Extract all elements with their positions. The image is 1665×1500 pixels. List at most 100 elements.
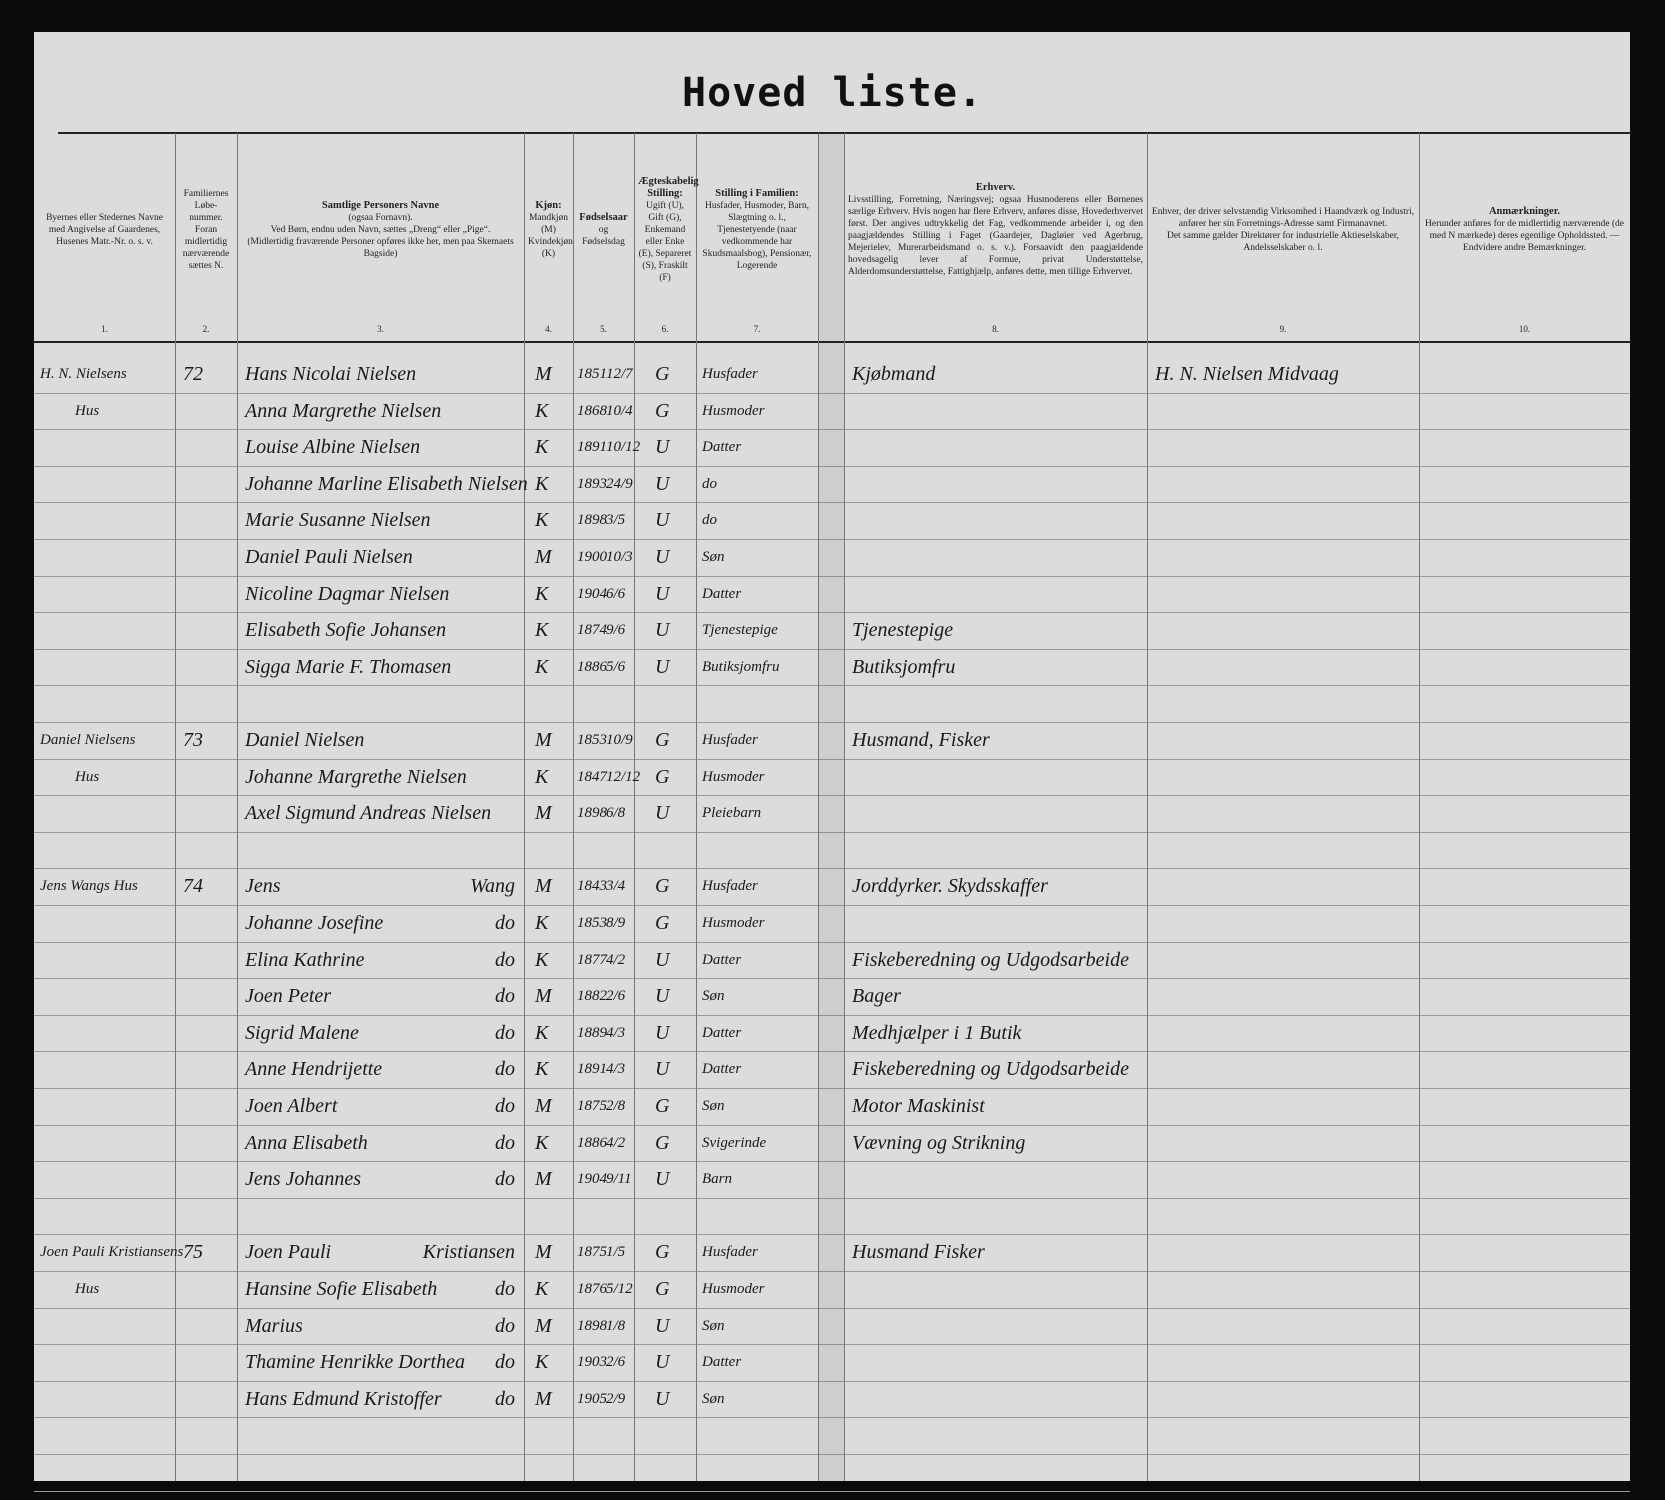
family-position: Husmoder xyxy=(702,402,765,419)
sex: M xyxy=(535,546,552,568)
marital-status: U xyxy=(655,582,670,605)
column-header: Erhverv. Livsstilling, Forretning, Næring… xyxy=(844,140,1147,320)
person-surname: do xyxy=(495,1168,515,1191)
birth-date: 8/9 xyxy=(606,915,626,931)
sex: M xyxy=(535,1168,552,1191)
person-surname: Kristiansen xyxy=(422,1241,515,1264)
family-position: Husmoder xyxy=(702,915,765,931)
sex: M xyxy=(535,802,552,825)
sex: K xyxy=(535,1351,549,1374)
place: Joen Pauli Kristiansens xyxy=(40,1244,184,1261)
person-name: Axel Sigmund Andreas Nielsen xyxy=(245,802,492,825)
place: Daniel Nielsens xyxy=(40,732,136,748)
column-header: Kjøn: Mandkjøn (M) Kvindekjøn (K) xyxy=(524,140,573,320)
marital-status: U xyxy=(655,985,670,1008)
birth-date: 2/8 xyxy=(606,1098,626,1114)
person-surname: do xyxy=(495,1351,515,1374)
marital-status: U xyxy=(655,509,670,532)
column-header: Samtlige Personers Navne (ogsaa Fornavn).… xyxy=(237,140,524,320)
row-line xyxy=(34,429,1630,430)
person-name: Hans Edmund Kristoffer xyxy=(245,1387,442,1410)
family-position: Datter xyxy=(702,1354,742,1371)
row-line xyxy=(34,649,1630,650)
family-position: Husmoder xyxy=(702,768,765,785)
person-surname: do xyxy=(495,1095,515,1117)
family-position: Svigerinde xyxy=(702,1134,767,1151)
birth-year: 1847 xyxy=(577,768,607,785)
person-surname: do xyxy=(495,985,515,1008)
birth-year: 1876 xyxy=(577,1281,607,1297)
family-position: Søn xyxy=(702,1098,725,1114)
row-line xyxy=(34,393,1630,394)
birth-date: 4/3 xyxy=(606,1061,626,1078)
paper-sheet xyxy=(34,32,1630,1481)
sex: K xyxy=(535,765,549,788)
family-position: Husfader xyxy=(702,878,758,895)
column-line xyxy=(696,133,697,1481)
occupation: Medhjælper i 1 Butik xyxy=(852,1021,1022,1044)
row-line xyxy=(34,1198,1630,1199)
person-name: Johanne Margrethe Nielsen xyxy=(245,765,467,788)
birth-date: 10/4 xyxy=(606,402,633,419)
column-text: Ugift (U), Gift (G), Enkemand eller Enke… xyxy=(638,201,692,283)
family-position: do xyxy=(702,512,717,529)
family-position: Datter xyxy=(702,1024,742,1041)
column-text: (Midlertidig fraværende Personer opføres… xyxy=(247,237,514,259)
person-name: Hansine Sofie Elisabeth xyxy=(245,1278,438,1300)
person-surname: Wang xyxy=(470,875,515,898)
column-header: Familiernes Løbe-nummer. Foran midlertidi… xyxy=(175,140,237,320)
family-position: Husfader xyxy=(702,366,758,382)
family-position: Søn xyxy=(702,1390,725,1407)
column-number: 2. xyxy=(202,324,210,334)
person-name: Johanne Josefine xyxy=(245,912,384,934)
column-line xyxy=(844,133,845,1481)
header-rule xyxy=(34,341,1630,343)
marital-status: U xyxy=(655,1058,670,1081)
family-position: Butiksjomfru xyxy=(702,658,780,675)
column-text: Familiernes Løbe-nummer. xyxy=(183,189,229,223)
column-heading: Stilling i Familien: xyxy=(715,188,799,199)
sex: M xyxy=(535,1387,552,1410)
row-line xyxy=(34,502,1630,503)
column-line xyxy=(818,133,819,1481)
row-line xyxy=(34,1271,1630,1272)
column-heading: Ægteskabelig Stilling: xyxy=(638,176,699,199)
marital-status: U xyxy=(655,1351,670,1374)
birth-date: 10/3 xyxy=(606,549,633,565)
sex: M xyxy=(535,1241,552,1264)
family-number: 74 xyxy=(183,875,203,898)
person-surname: do xyxy=(495,912,515,934)
row-line xyxy=(34,759,1630,760)
marital-status: U xyxy=(655,546,670,568)
birth-date: 9/6 xyxy=(606,622,626,639)
person-name: Marie Susanne Nielsen xyxy=(245,509,431,532)
birth-date: 12/12 xyxy=(606,768,641,785)
place: Hus xyxy=(75,1281,100,1297)
sex: K xyxy=(535,472,549,495)
person-name: Daniel Nielsen xyxy=(245,729,365,751)
family-number: 73 xyxy=(183,729,203,751)
row-line xyxy=(34,576,1630,577)
column-line xyxy=(1419,133,1420,1481)
birth-date: 4/2 xyxy=(606,951,626,968)
birth-year: 1843 xyxy=(577,878,607,895)
birth-year: 1886 xyxy=(577,658,607,675)
marital-status: G xyxy=(655,729,670,751)
place: H. N. Nielsens xyxy=(40,366,127,382)
birth-year: 1893 xyxy=(577,475,607,492)
column-line xyxy=(175,133,176,1481)
row-line xyxy=(34,942,1630,943)
column-number: 8. xyxy=(992,324,999,334)
family-position: Tjenestepige xyxy=(702,622,778,639)
birth-date: 24/9 xyxy=(606,475,633,492)
row-line xyxy=(34,868,1630,869)
sex: M xyxy=(535,1314,552,1337)
marital-status: U xyxy=(655,472,670,495)
birth-date: 12/7 xyxy=(606,366,633,382)
family-position: Pleiebarn xyxy=(702,805,762,822)
column-header: Ægteskabelig Stilling: Ugift (U), Gift (G… xyxy=(634,140,699,320)
person-name: Marius xyxy=(245,1314,303,1337)
family-position: do xyxy=(702,475,717,492)
birth-date: 4/3 xyxy=(606,1024,626,1041)
sex: K xyxy=(535,436,549,459)
